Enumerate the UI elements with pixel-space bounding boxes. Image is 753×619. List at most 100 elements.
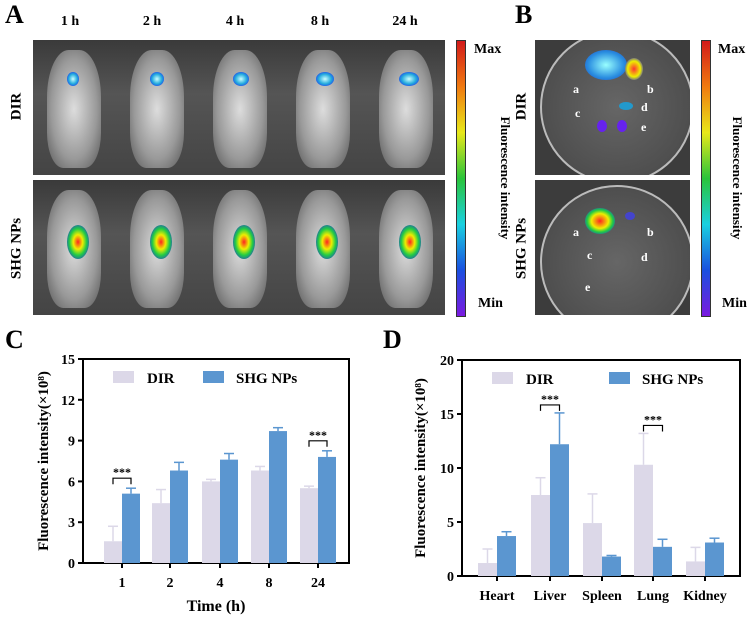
bar-dir — [104, 541, 122, 563]
signal-blob — [67, 72, 79, 86]
panel-label-b: B — [515, 0, 533, 29]
organ-letter: a — [573, 225, 579, 239]
bar-dir — [686, 561, 705, 576]
y-tick-label: 15 — [61, 353, 75, 368]
signal-blob — [399, 72, 419, 86]
bar-shg — [497, 536, 516, 576]
panel-label-d: D — [383, 325, 402, 354]
x-tick-label: Kidney — [683, 589, 727, 604]
organ-letter: e — [641, 120, 647, 134]
mouse-image-shg — [33, 180, 445, 315]
legend-swatch-shg — [203, 371, 224, 383]
signal-blob — [233, 225, 255, 259]
legend-swatch-dir — [492, 372, 513, 384]
bar-shg — [602, 556, 621, 576]
organ-letter: e — [585, 280, 591, 294]
time-label: 4 h — [225, 14, 245, 29]
significance-bracket — [112, 477, 132, 485]
significance-label: *** — [113, 465, 131, 479]
significance-label: *** — [644, 412, 662, 426]
bar-shg — [653, 546, 672, 576]
significance-label: *** — [541, 392, 559, 406]
bar-dir — [251, 470, 269, 563]
signal-blob — [316, 225, 338, 259]
time-label: 1 h — [60, 14, 80, 29]
mouse — [47, 50, 101, 168]
y-tick-label: 12 — [61, 394, 75, 409]
x-tick-label: Spleen — [582, 589, 622, 604]
bar-shg — [269, 431, 287, 563]
signal-blob — [150, 72, 164, 86]
mouse — [130, 50, 184, 168]
bar-dir — [152, 503, 170, 563]
y-tick-label: 9 — [68, 435, 75, 450]
colorbar-min: Min — [478, 296, 503, 311]
bar-shg — [122, 493, 140, 563]
x-tick-label: Liver — [534, 589, 567, 604]
legend-label-shg: SHG NPs — [236, 371, 297, 387]
panel-label-c: C — [5, 325, 24, 354]
y-axis-label: Fluorescence intensity(×10⁸) — [36, 371, 52, 551]
time-label: 8 h — [310, 14, 330, 29]
signal-blob — [67, 225, 89, 259]
x-tick-label: 4 — [217, 576, 224, 591]
significance-bracket — [308, 440, 328, 447]
panel-label-a: A — [5, 0, 24, 29]
colorbar-max: Max — [718, 42, 746, 57]
y-tick-label: 15 — [440, 408, 454, 423]
organ-letter: b — [647, 82, 654, 96]
colorbar-min: Min — [722, 296, 747, 311]
significance-bracket — [539, 404, 561, 411]
y-tick-label: 0 — [447, 570, 454, 585]
bar-shg — [550, 444, 569, 576]
organ-image-dir: a b c d e — [535, 40, 690, 175]
legend-swatch-dir — [113, 371, 134, 383]
legend-label-dir: DIR — [526, 372, 554, 388]
organ-letter: b — [647, 225, 654, 239]
organ-image-shg: a b c d e — [535, 180, 690, 315]
y-tick-label: 0 — [68, 557, 75, 572]
y-tick-label: 3 — [68, 516, 75, 531]
legend-label-shg: SHG NPs — [642, 372, 703, 388]
colorbar-a — [456, 40, 466, 317]
significance-label: *** — [309, 428, 327, 442]
y-tick-label: 6 — [68, 475, 75, 490]
bar-shg — [170, 470, 188, 563]
colorbar-max: Max — [474, 42, 502, 57]
colorbar-b — [701, 40, 711, 317]
bar-dir — [300, 488, 318, 563]
organ-letter: a — [573, 82, 579, 96]
bar-dir — [583, 523, 602, 576]
signal-blob — [316, 72, 334, 86]
x-axis-label: Time (h) — [187, 598, 246, 615]
legend-label-dir: DIR — [147, 371, 175, 387]
signal-blob — [150, 225, 172, 259]
x-tick-label: 2 — [167, 576, 174, 591]
bar-dir — [531, 495, 550, 576]
significance-bracket — [642, 424, 664, 432]
organ-letter: d — [641, 100, 648, 114]
y-tick-label: 20 — [440, 354, 454, 369]
time-label: 24 h — [392, 14, 418, 29]
time-label: 2 h — [142, 14, 162, 29]
x-tick-label: Heart — [480, 589, 515, 604]
signal-blob — [233, 72, 249, 86]
mouse — [213, 50, 267, 168]
organ-letter: c — [575, 106, 581, 120]
legend-swatch-shg — [609, 372, 630, 384]
bar-dir — [202, 481, 220, 563]
y-tick-label: 10 — [440, 462, 454, 477]
x-tick-label: 24 — [311, 576, 325, 591]
x-tick-label: 8 — [266, 576, 273, 591]
bar-shg — [220, 459, 238, 563]
mouse — [296, 50, 350, 168]
bar-dir — [634, 464, 653, 576]
mouse — [379, 50, 433, 168]
bar-shg — [705, 542, 724, 576]
y-tick-label: 5 — [447, 516, 454, 531]
organ-letter: d — [641, 250, 648, 264]
signal-blob — [399, 225, 421, 259]
x-tick-label: Lung — [637, 589, 669, 604]
